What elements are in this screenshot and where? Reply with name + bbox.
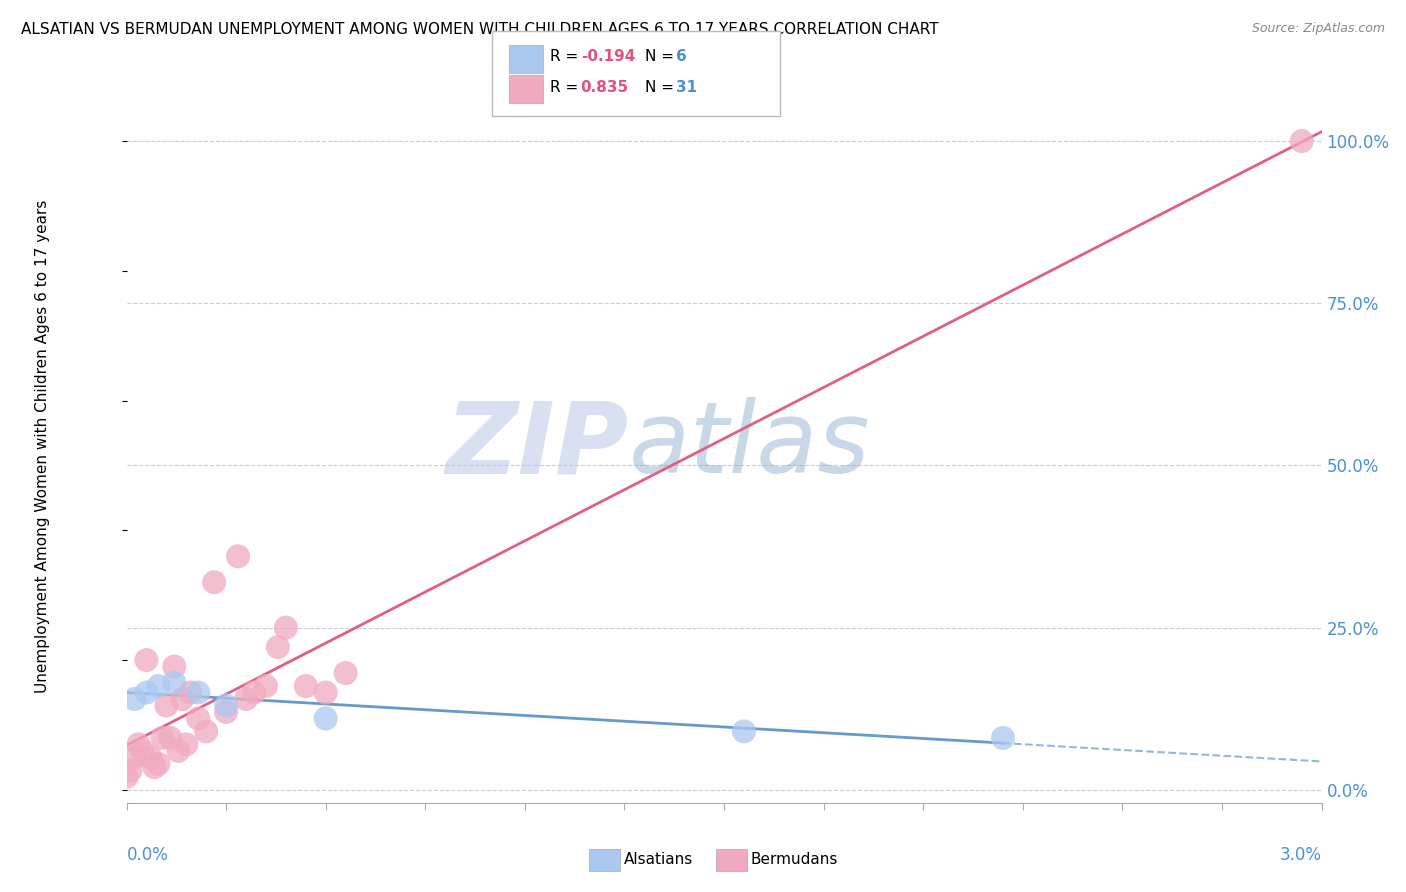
Point (172, 692, 194, 706)
Text: Source: ZipAtlas.com: Source: ZipAtlas.com (1251, 22, 1385, 36)
Point (163, 675, 186, 690)
Text: N =: N = (645, 80, 679, 95)
Point (155, 698, 177, 713)
Point (991, 731, 1014, 745)
Point (124, 692, 146, 706)
Point (179, 685, 201, 699)
Point (215, 698, 238, 713)
Point (294, 679, 316, 693)
Point (174, 738, 197, 752)
Point (195, 724, 218, 739)
Point (335, 666, 357, 681)
Point (215, 705, 238, 719)
Point (148, 679, 170, 693)
Text: 0.0%: 0.0% (127, 846, 169, 863)
Point (148, 756, 170, 771)
Point (733, 724, 755, 739)
Point (202, 575, 225, 590)
Point (254, 679, 277, 693)
Point (139, 750, 162, 764)
Point (1291, 134, 1313, 148)
Text: N =: N = (645, 49, 679, 63)
Point (274, 621, 297, 635)
Point (235, 692, 257, 706)
Text: Bermudans: Bermudans (751, 853, 838, 867)
Text: R =: R = (550, 49, 583, 63)
Point (131, 744, 153, 758)
Point (315, 685, 337, 699)
Point (150, 731, 174, 745)
Text: 31: 31 (676, 80, 697, 95)
Text: 3.0%: 3.0% (1279, 846, 1322, 863)
Point (315, 711, 337, 725)
Point (135, 685, 157, 699)
Text: ALSATIAN VS BERMUDAN UNEMPLOYMENT AMONG WOMEN WITH CHILDREN AGES 6 TO 17 YEARS C: ALSATIAN VS BERMUDAN UNEMPLOYMENT AMONG … (21, 22, 939, 37)
Point (135, 653, 157, 667)
Point (187, 685, 209, 699)
Point (120, 764, 142, 778)
Text: -0.194: -0.194 (581, 49, 636, 63)
Point (115, 770, 138, 784)
Point (187, 711, 209, 725)
Point (167, 744, 190, 758)
Point (159, 731, 181, 745)
Point (163, 659, 186, 673)
Point (226, 549, 249, 564)
Text: R =: R = (550, 80, 583, 95)
Text: ZIP: ZIP (446, 398, 628, 494)
Text: Unemployment Among Women with Children Ages 6 to 17 years: Unemployment Among Women with Children A… (35, 199, 51, 693)
Point (127, 738, 149, 752)
Point (267, 640, 290, 654)
Point (124, 750, 146, 764)
Text: 0.835: 0.835 (581, 80, 628, 95)
Text: atlas: atlas (628, 398, 870, 494)
Point (143, 760, 166, 774)
Text: Alsatians: Alsatians (624, 853, 693, 867)
Text: 6: 6 (676, 49, 688, 63)
Point (243, 685, 266, 699)
